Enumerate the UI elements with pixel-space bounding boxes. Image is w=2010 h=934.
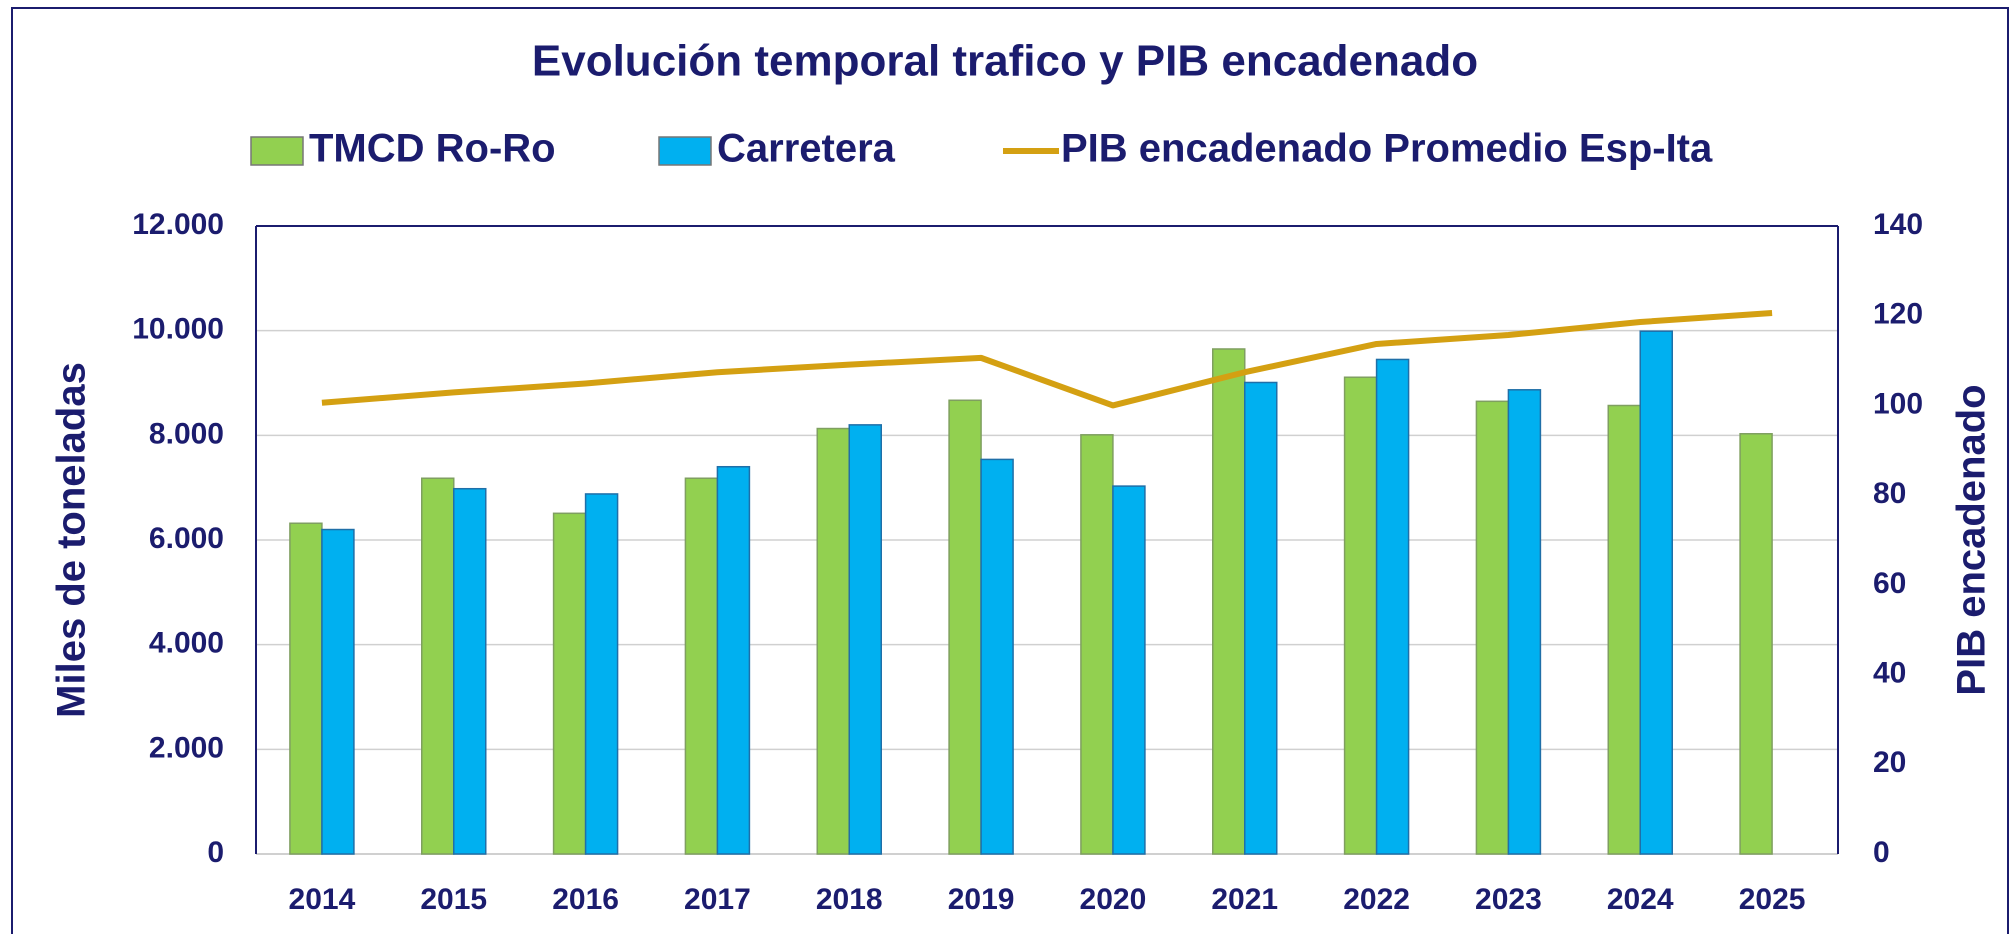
bar (1375, 358, 1410, 855)
y2-tick-label: 100 (1873, 387, 1923, 420)
bar (848, 424, 882, 855)
y2-tick-label: 80 (1873, 477, 1906, 510)
legend-label: TMCD Ro-Ro (309, 127, 556, 171)
x-tick-label: 2024 (1607, 883, 1674, 916)
bar (948, 399, 982, 855)
y2-tick-label: 0 (1873, 836, 1890, 869)
bar (1244, 381, 1278, 855)
y2-axis-title: PIB encadenado (1950, 384, 1994, 695)
x-tick-label: 2019 (948, 883, 1015, 916)
x-tick-label: 2020 (1080, 883, 1147, 916)
x-tick-label: 2023 (1475, 883, 1542, 916)
x-tick-label: 2017 (684, 883, 751, 916)
y-tick-label: 2.000 (149, 731, 224, 764)
chart-frame (11, 7, 2009, 934)
bar (453, 487, 487, 855)
bar (716, 465, 751, 855)
bar (816, 427, 850, 855)
y-tick-label: 4.000 (149, 627, 224, 660)
bar (980, 458, 1014, 855)
x-tick-label: 2015 (420, 883, 487, 916)
x-tick-label: 2025 (1739, 883, 1806, 916)
bar (1080, 434, 1114, 855)
line-series (321, 310, 1773, 409)
y2-tick-label: 60 (1873, 567, 1906, 600)
chart-title: Evolución temporal trafico y PIB encaden… (532, 37, 1478, 86)
bar (1507, 389, 1542, 855)
y-tick-label: 6.000 (149, 522, 224, 555)
bar (1607, 404, 1641, 855)
x-tick-label: 2018 (816, 883, 883, 916)
bar (421, 477, 455, 855)
y2-tick-label: 40 (1873, 656, 1906, 689)
y-tick-label: 12.000 (132, 208, 224, 241)
bar (584, 493, 619, 855)
y-tick-label: 10.000 (132, 313, 224, 346)
bar (1475, 400, 1510, 855)
bar (684, 477, 719, 855)
y2-tick-label: 120 (1873, 298, 1923, 331)
y2-tick-label: 140 (1873, 208, 1923, 241)
x-tick-label: 2022 (1343, 883, 1410, 916)
bar (1343, 376, 1378, 855)
y-axis-title: Miles de toneladas (50, 362, 94, 718)
bar (1112, 485, 1146, 855)
x-tick-label: 2014 (289, 883, 356, 916)
x-tick-label: 2016 (552, 883, 619, 916)
x-tick-label: 2021 (1211, 883, 1278, 916)
bar (321, 528, 355, 855)
y-tick-label: 8.000 (149, 417, 224, 450)
y-tick-label: 0 (207, 836, 224, 869)
bar (289, 522, 323, 855)
legend-swatch (250, 136, 304, 166)
bar (1212, 348, 1246, 855)
legend-swatch (658, 136, 712, 166)
bar (552, 512, 587, 855)
y2-tick-label: 20 (1873, 746, 1906, 779)
bar (1739, 433, 1773, 855)
bar (1639, 330, 1673, 855)
legend-label: Carretera (717, 127, 896, 171)
legend-label: PIB encadenado Promedio Esp-Ita (1061, 127, 1713, 171)
